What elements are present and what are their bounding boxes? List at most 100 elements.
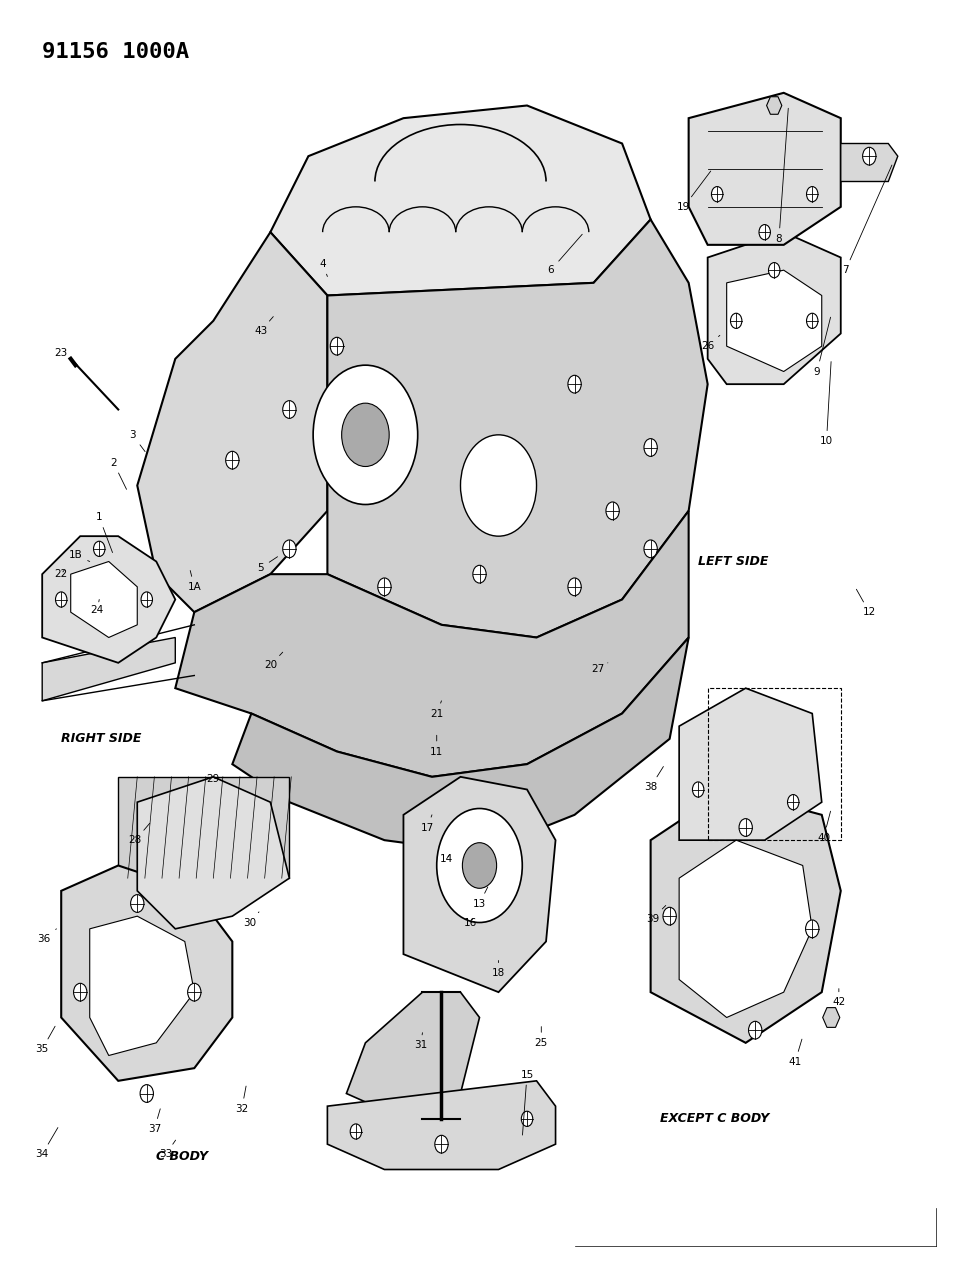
Text: RIGHT SIDE: RIGHT SIDE <box>61 732 142 746</box>
Circle shape <box>692 782 704 797</box>
Circle shape <box>462 843 497 889</box>
Text: 15: 15 <box>521 1070 533 1135</box>
Polygon shape <box>61 866 232 1081</box>
Text: 32: 32 <box>235 1086 248 1113</box>
Text: 31: 31 <box>414 1033 427 1051</box>
Text: 21: 21 <box>430 701 443 719</box>
Circle shape <box>768 263 780 278</box>
Polygon shape <box>689 93 841 245</box>
Text: 35: 35 <box>35 1026 55 1054</box>
Text: 1: 1 <box>96 513 112 552</box>
Text: 91156 1000A: 91156 1000A <box>42 42 189 62</box>
Circle shape <box>568 375 581 393</box>
Polygon shape <box>270 106 650 296</box>
Text: 33: 33 <box>159 1140 175 1159</box>
Text: 5: 5 <box>258 557 277 572</box>
Circle shape <box>606 502 620 520</box>
Text: 34: 34 <box>35 1127 58 1159</box>
Circle shape <box>350 1123 362 1139</box>
Text: 12: 12 <box>856 589 876 617</box>
Text: LEFT SIDE: LEFT SIDE <box>698 555 768 567</box>
Text: EXCEPT C BODY: EXCEPT C BODY <box>660 1112 769 1126</box>
Text: C BODY: C BODY <box>156 1150 208 1163</box>
Polygon shape <box>727 270 822 371</box>
Circle shape <box>56 592 67 607</box>
Circle shape <box>643 439 657 456</box>
Polygon shape <box>71 561 137 638</box>
Text: 1A: 1A <box>187 570 201 592</box>
Polygon shape <box>679 688 822 840</box>
Polygon shape <box>327 1081 555 1169</box>
Text: 36: 36 <box>37 928 57 944</box>
Circle shape <box>460 435 536 537</box>
Text: 17: 17 <box>421 815 433 833</box>
Circle shape <box>473 565 486 583</box>
Text: 13: 13 <box>473 887 488 909</box>
Polygon shape <box>708 232 841 384</box>
Circle shape <box>568 578 581 595</box>
Circle shape <box>74 983 87 1001</box>
Text: 11: 11 <box>430 736 443 756</box>
Text: 1B: 1B <box>69 551 90 561</box>
Circle shape <box>749 1021 761 1039</box>
Text: 8: 8 <box>776 108 788 244</box>
Text: 41: 41 <box>788 1039 802 1067</box>
Polygon shape <box>841 144 898 181</box>
Polygon shape <box>650 789 841 1043</box>
Polygon shape <box>137 232 327 612</box>
Circle shape <box>712 186 723 201</box>
Text: 3: 3 <box>129 430 145 451</box>
Circle shape <box>807 186 818 201</box>
Circle shape <box>739 819 753 836</box>
Polygon shape <box>823 1007 840 1028</box>
Polygon shape <box>42 638 175 701</box>
Circle shape <box>436 808 523 923</box>
Text: 9: 9 <box>813 317 830 376</box>
Circle shape <box>94 541 105 556</box>
Polygon shape <box>42 537 175 663</box>
Text: 20: 20 <box>264 653 283 671</box>
Text: 22: 22 <box>55 569 68 579</box>
Polygon shape <box>679 840 812 1017</box>
Circle shape <box>341 403 389 467</box>
Text: 14: 14 <box>439 854 453 864</box>
Text: 39: 39 <box>646 905 666 923</box>
Polygon shape <box>346 992 480 1119</box>
Circle shape <box>663 908 676 926</box>
Text: 18: 18 <box>492 960 505 978</box>
Polygon shape <box>175 511 689 776</box>
Circle shape <box>434 1135 448 1153</box>
Text: 16: 16 <box>463 918 477 927</box>
Circle shape <box>283 541 296 557</box>
Polygon shape <box>766 97 782 115</box>
Text: 19: 19 <box>677 171 711 212</box>
Circle shape <box>130 895 144 913</box>
Text: 26: 26 <box>701 335 720 351</box>
Text: 30: 30 <box>243 912 259 927</box>
Polygon shape <box>327 219 708 638</box>
Circle shape <box>731 314 742 329</box>
Circle shape <box>759 224 770 240</box>
Text: 27: 27 <box>592 663 608 674</box>
Circle shape <box>141 592 152 607</box>
Polygon shape <box>232 638 689 853</box>
Circle shape <box>807 314 818 329</box>
Circle shape <box>225 451 239 469</box>
Circle shape <box>522 1112 533 1126</box>
Circle shape <box>140 1085 153 1103</box>
Polygon shape <box>404 776 555 992</box>
Circle shape <box>787 794 799 810</box>
Circle shape <box>378 578 391 595</box>
Text: 38: 38 <box>644 766 664 792</box>
Circle shape <box>806 921 819 937</box>
Text: 28: 28 <box>129 824 150 845</box>
FancyBboxPatch shape <box>118 776 290 878</box>
Text: 4: 4 <box>319 259 327 277</box>
Polygon shape <box>137 776 290 928</box>
Circle shape <box>314 365 418 505</box>
Text: 24: 24 <box>91 599 104 615</box>
Text: 23: 23 <box>55 348 71 358</box>
Text: 42: 42 <box>832 988 846 1007</box>
Text: 40: 40 <box>817 811 830 843</box>
Text: 10: 10 <box>820 362 833 446</box>
